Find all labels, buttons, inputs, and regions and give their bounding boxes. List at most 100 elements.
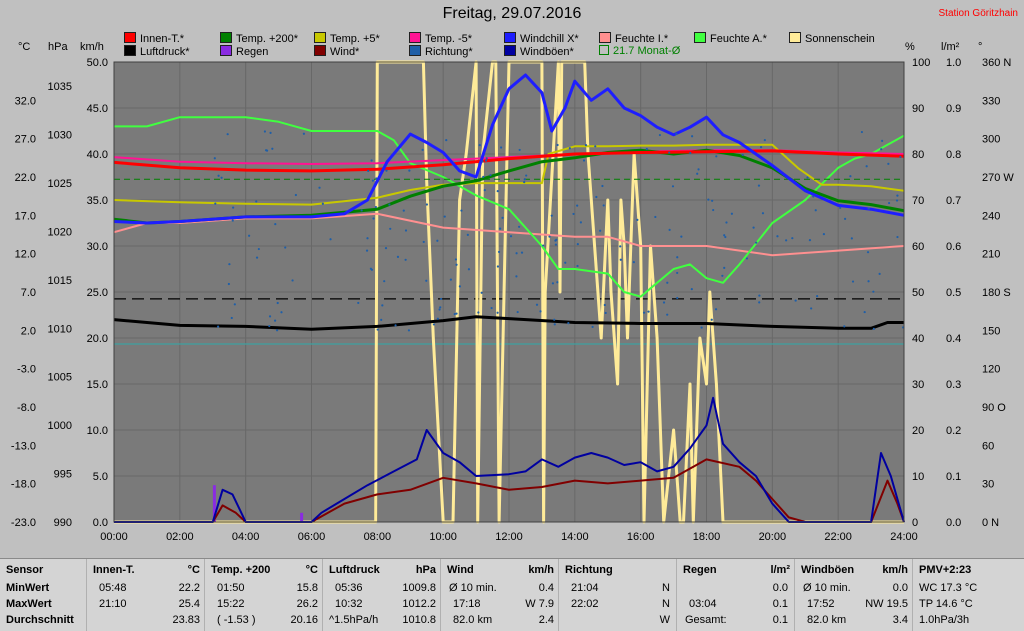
pressure-tick-label: 1005 bbox=[48, 372, 72, 384]
rain-tick-label: 1.0 bbox=[946, 57, 961, 69]
direction-dot bbox=[697, 168, 700, 171]
direction-dot bbox=[808, 239, 812, 242]
direction-dot bbox=[690, 288, 693, 291]
plot-frame bbox=[113, 61, 905, 523]
direction-dot bbox=[404, 258, 407, 261]
rain-tick-label: 0.0 bbox=[946, 517, 961, 529]
direction-dot bbox=[384, 247, 388, 250]
direction-dot bbox=[294, 193, 297, 197]
direction-dot bbox=[553, 323, 556, 326]
direction-dot bbox=[370, 159, 373, 162]
direction-dot bbox=[711, 199, 714, 202]
wind-tick-label: 15.0 bbox=[87, 379, 108, 391]
max-time: 10:32 bbox=[335, 598, 363, 610]
direction-dot bbox=[467, 268, 471, 271]
direction-dot bbox=[291, 279, 294, 282]
direction-dot bbox=[599, 229, 602, 232]
row-label-max: MaxWert bbox=[6, 598, 52, 610]
direction-tick-label: 0 N bbox=[982, 517, 999, 529]
temp-tick-label: 12.0 bbox=[15, 249, 36, 261]
direction-tick-label: 120 bbox=[982, 364, 1000, 376]
direction-dot bbox=[872, 290, 875, 293]
unit-rain: l/m² bbox=[941, 41, 960, 53]
direction-dot bbox=[264, 149, 268, 152]
direction-dot bbox=[440, 297, 443, 301]
stats-col-windboeen: Windböen km/h Ø 10 min. 0.0 17:52 NW 19.… bbox=[795, 559, 913, 631]
direction-dot bbox=[482, 175, 485, 178]
direction-tick-label: 60 bbox=[982, 440, 994, 452]
direction-dot bbox=[455, 312, 458, 315]
direction-dot bbox=[268, 324, 271, 328]
wind-r1b: 0.4 bbox=[538, 582, 554, 594]
temp-tick-label: -18.0 bbox=[11, 479, 36, 491]
direction-dot bbox=[213, 157, 216, 160]
rain-r3a: Gesamt: bbox=[685, 614, 727, 626]
stats-col-wind: Wind km/h Ø 10 min. 0.4 17:18 W 7.9 82.0… bbox=[441, 559, 559, 631]
direction-dot bbox=[374, 205, 378, 209]
direction-tick-label: 210 bbox=[982, 249, 1000, 261]
series-innen-t bbox=[113, 149, 905, 173]
direction-dot bbox=[878, 272, 881, 275]
max-value: 26.2 bbox=[296, 598, 318, 610]
stats-col-temp200: Temp. +200 °C 01:50 15.8 15:22 26.2 ( -1… bbox=[205, 559, 323, 631]
direction-dot bbox=[576, 204, 579, 207]
temp-tick-label: 27.0 bbox=[15, 134, 36, 146]
direction-dot bbox=[360, 209, 363, 212]
direction-dot bbox=[591, 325, 594, 329]
direction-dot bbox=[603, 303, 606, 307]
direction-dot bbox=[555, 238, 558, 241]
trend-value: ( -1.53 ) bbox=[217, 614, 256, 626]
legend-item-wind: Wind* bbox=[314, 45, 359, 58]
trend-value: ^1.5hPa/h bbox=[329, 614, 379, 626]
x-tick-label: 18:00 bbox=[693, 531, 721, 543]
stats-head: PMV+2:23 bbox=[919, 564, 972, 576]
min-time: 05:36 bbox=[335, 582, 363, 594]
legend-swatch bbox=[599, 45, 609, 55]
direction-dot bbox=[436, 239, 439, 242]
direction-dot bbox=[724, 235, 727, 239]
wind-tick-label: 40.0 bbox=[87, 149, 108, 161]
direction-dot bbox=[654, 215, 657, 219]
direction-dot bbox=[217, 174, 220, 177]
direction-tick-label: 240 bbox=[982, 210, 1000, 222]
direction-dot bbox=[436, 317, 439, 320]
avg-value: 20.16 bbox=[290, 614, 318, 626]
direction-dot bbox=[539, 310, 542, 313]
direction-dot bbox=[714, 308, 718, 311]
temp-tick-label: 7.0 bbox=[21, 287, 36, 299]
direction-dot bbox=[860, 130, 864, 134]
direction-dot bbox=[785, 239, 788, 242]
rain-tick-label: 0.7 bbox=[946, 195, 961, 207]
legend-item-innen: Innen-T.* bbox=[124, 32, 184, 45]
direction-dot bbox=[432, 323, 436, 326]
x-tick-label: 04:00 bbox=[232, 531, 260, 543]
direction-tick-label: 360 N bbox=[982, 57, 1011, 69]
direction-dot bbox=[248, 234, 251, 237]
direction-dot bbox=[676, 271, 679, 275]
direction-dot bbox=[863, 310, 866, 314]
legend-item-windboeen: Windböen* bbox=[504, 45, 574, 58]
direction-dot bbox=[791, 237, 794, 240]
min-time: 05:48 bbox=[99, 582, 127, 594]
humidity-tick-label: 100 bbox=[912, 57, 930, 69]
humidity-tick-label: 90 bbox=[912, 103, 924, 115]
x-tick-label: 08:00 bbox=[364, 531, 392, 543]
temp-tick-label: 22.0 bbox=[15, 172, 36, 184]
direction-dot bbox=[676, 296, 679, 300]
direction-dot bbox=[584, 143, 588, 147]
stats-unit: l/m² bbox=[770, 564, 790, 576]
legend-item-richtung: Richtung* bbox=[409, 45, 473, 58]
dir-r2a: 22:02 bbox=[571, 598, 599, 610]
direction-dot bbox=[658, 133, 662, 137]
direction-dot bbox=[866, 251, 870, 254]
direction-dot bbox=[758, 301, 761, 304]
dir-r3b: W bbox=[659, 614, 670, 626]
legend-item-temp200: Temp. +200* bbox=[220, 32, 298, 45]
temp-tick-label: -8.0 bbox=[17, 402, 36, 414]
direction-dot bbox=[761, 212, 765, 215]
pressure-tick-label: 1025 bbox=[48, 178, 72, 190]
rain-r2b: 0.1 bbox=[772, 598, 788, 610]
max-time: 15:22 bbox=[217, 598, 245, 610]
direction-dot bbox=[553, 318, 556, 321]
direction-dot bbox=[369, 267, 373, 270]
